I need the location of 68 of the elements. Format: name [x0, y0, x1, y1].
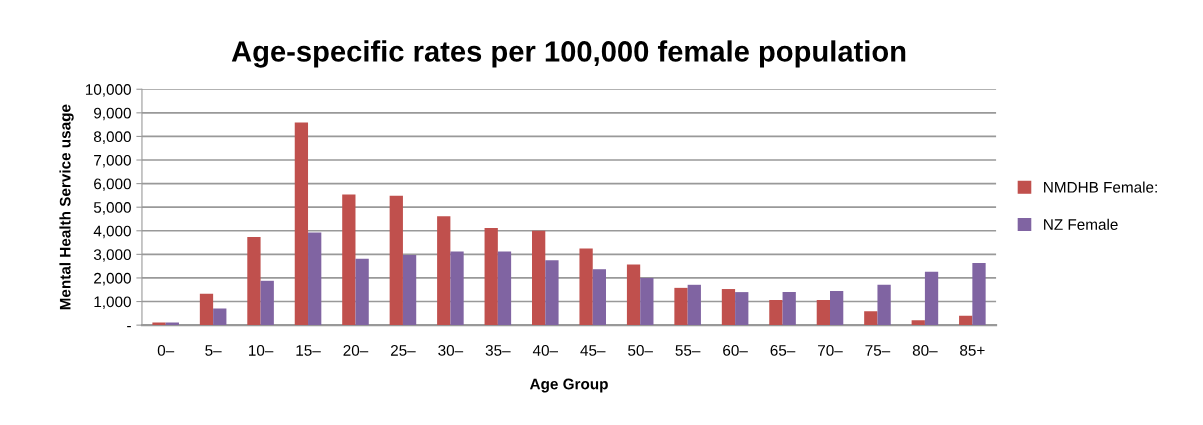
bar [355, 258, 369, 326]
y-tick-label: 1,000 [94, 296, 131, 310]
x-tick-label: 35– [485, 344, 511, 356]
bar [402, 255, 417, 326]
x-tick-label: 30– [438, 344, 464, 356]
y-tick-label: 6,000 [94, 178, 131, 192]
x-axis-title: Age Group [529, 378, 608, 393]
y-tick-label: 9,000 [94, 107, 131, 121]
x-tick-label: 45– [580, 345, 606, 356]
bar [260, 280, 274, 326]
x-tick-label: 25– [390, 344, 416, 356]
x-tick-label: 70– [818, 344, 843, 356]
x-tick-label: 5– [205, 345, 222, 356]
bar [911, 320, 925, 326]
x-tick-label: 60– [723, 344, 748, 356]
bar [497, 251, 512, 326]
bar [592, 269, 607, 326]
y-tick-label: 5,000 [93, 202, 131, 215]
x-tick-label: 0– [157, 344, 175, 356]
bar [972, 263, 986, 326]
legend-label: NZ Female [1044, 218, 1118, 230]
x-tick-label: 20– [343, 344, 369, 356]
bar [864, 311, 878, 326]
bar [545, 260, 559, 326]
bar [782, 292, 796, 326]
x-tick-label: 55– [675, 345, 701, 356]
bar [308, 232, 322, 326]
bar [450, 251, 464, 326]
bar [437, 216, 451, 326]
chart-title: Age-specific rates per 100,000 female population [231, 40, 906, 68]
bar [484, 227, 498, 326]
x-tick-label: 65– [770, 344, 796, 356]
x-tick-label: 15– [296, 345, 321, 356]
bar [830, 290, 844, 326]
y-axis-title: Mental Health Service usage [59, 104, 74, 310]
bar [199, 293, 214, 326]
bar [579, 248, 593, 326]
bar [674, 287, 688, 326]
x-tick-label: 40– [532, 344, 559, 356]
bar [816, 299, 830, 326]
bar [626, 264, 641, 326]
bar [687, 284, 701, 326]
y-tick-label: - [127, 326, 131, 328]
bar [640, 277, 654, 326]
x-tick-label: 80– [912, 344, 938, 356]
bar [721, 289, 736, 326]
bar [735, 292, 749, 326]
bar [924, 271, 939, 326]
y-tick-label: 4,000 [93, 225, 131, 239]
y-tick-label: 2,000 [94, 272, 131, 286]
x-tick-label: 50– [628, 344, 653, 356]
bar [877, 284, 891, 326]
x-tick-label: 75– [865, 345, 891, 356]
bar [959, 315, 973, 326]
bar [213, 308, 227, 326]
x-tick-label: 85+ [960, 344, 985, 356]
y-tick-label: 10,000 [85, 84, 131, 97]
y-tick-label: 3,000 [93, 249, 131, 262]
x-tick-label: 10– [249, 344, 274, 356]
bar [532, 230, 546, 326]
bar [294, 122, 309, 326]
legend-label: NMDHB Female: [1044, 181, 1157, 193]
y-tick-label: 8,000 [93, 131, 131, 144]
y-tick-label: 7,000 [94, 154, 131, 168]
bar [769, 299, 783, 326]
bar [247, 236, 261, 326]
bar [342, 194, 356, 326]
bar [389, 195, 403, 326]
